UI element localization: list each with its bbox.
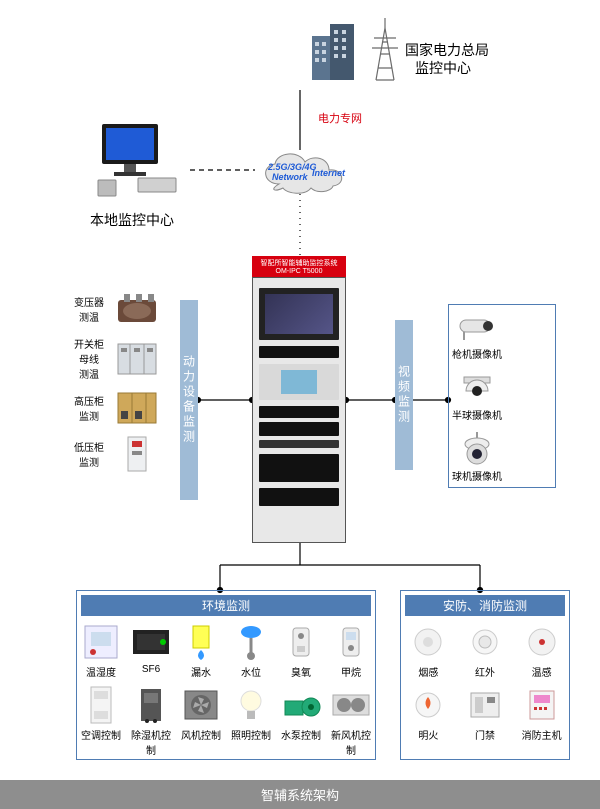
sec-item-pir: 红外	[465, 622, 505, 679]
footer-text: 智辅系统架构	[261, 785, 339, 804]
smoke-icon	[406, 622, 450, 662]
sec-item-label: 明火	[418, 727, 438, 742]
sec-item-label: 烟感	[418, 664, 438, 679]
cam-bullet: 枪机摄像机	[452, 310, 502, 361]
env-item-level: 水位	[231, 622, 271, 679]
fresh-icon	[329, 685, 373, 725]
env-item-label: 温湿度	[86, 664, 116, 679]
left-item-hv: 高压柜 监测	[70, 389, 160, 427]
cam-dome-half: 半球摄像机	[452, 371, 502, 422]
fan-icon	[179, 685, 223, 725]
bulb-icon	[229, 685, 273, 725]
sec-panel-title: 安防、消防监测	[405, 595, 565, 616]
env-item-label: 照明控制	[231, 727, 271, 742]
sec-item-heat: 温感	[522, 622, 562, 679]
thermo-icon	[79, 622, 123, 662]
env-item-fresh: 新风机控制	[331, 685, 371, 757]
right-strip: 视频监测	[395, 320, 413, 470]
right-items: 枪机摄像机 半球摄像机 球机摄像机	[452, 310, 502, 483]
env-item-label: 风机控制	[181, 727, 221, 742]
left-items: 变压器 测温 开关柜母线 测温 高压柜 监测 低压柜 监测	[70, 290, 160, 473]
sec-item-smoke: 烟感	[408, 622, 448, 679]
pir-icon	[463, 622, 507, 662]
level-icon	[229, 622, 273, 662]
ozone-icon	[279, 622, 323, 662]
env-item-label: 除湿机控制	[131, 727, 171, 757]
dehum-icon	[129, 685, 173, 725]
sec-item-door: 门禁	[465, 685, 505, 742]
heat-icon	[520, 622, 564, 662]
env-item-leak: 漏水	[181, 622, 221, 679]
env-item-label: 甲烷	[341, 664, 361, 679]
sec-item-flame: 明火	[408, 685, 448, 742]
flame-icon	[406, 685, 450, 725]
env-item-label: SF6	[142, 664, 160, 675]
env-item-ozone: 臭氧	[281, 622, 321, 679]
sec-panel: 安防、消防监测 烟感 红外 温感明火 门禁 消防主机	[400, 590, 570, 760]
firehost-icon	[520, 685, 564, 725]
env-item-pump: 水泵控制	[281, 685, 321, 757]
sf6-icon	[129, 622, 173, 662]
env-item-dehum: 除湿机控制	[131, 685, 171, 757]
env-item-bulb: 照明控制	[231, 685, 271, 757]
left-item-transformer: 变压器 测温	[70, 290, 160, 328]
sec-item-label: 门禁	[475, 727, 495, 742]
env-item-label: 水泵控制	[281, 727, 321, 742]
sec-item-label: 温感	[532, 664, 552, 679]
env-panel-title: 环境监测	[81, 595, 371, 616]
sec-item-firehost: 消防主机	[522, 685, 562, 742]
env-item-thermo: 温湿度	[81, 622, 121, 679]
env-item-sf6: SF6	[131, 622, 171, 679]
left-item-lv: 低压柜 监测	[70, 435, 160, 473]
env-item-label: 漏水	[191, 664, 211, 679]
sec-item-label: 红外	[475, 664, 495, 679]
env-item-ac: 空调控制	[81, 685, 121, 757]
ac-icon	[79, 685, 123, 725]
env-panel: 环境监测 温湿度 SF6 漏水 水位 臭氧 甲烷空调控制除湿机控制风机控制照明控制水泵控制…	[76, 590, 376, 760]
cam-dome-full: 球机摄像机	[452, 432, 502, 483]
leak-icon	[179, 622, 223, 662]
env-item-label: 空调控制	[81, 727, 121, 742]
rack-title: 智配所智能辅助监控系统 OM-IPC T5000	[252, 256, 346, 277]
door-icon	[463, 685, 507, 725]
env-item-label: 臭氧	[291, 664, 311, 679]
left-item-switchgear: 开关柜母线 测温	[70, 336, 160, 381]
pump-icon	[279, 685, 323, 725]
ch4-icon	[329, 622, 373, 662]
diagram-canvas: 国家电力总局 监控中心 电力专网 本地监控中心 2.5G/3G/4G Netwo…	[0, 0, 600, 780]
left-strip: 动力设备监测	[180, 300, 198, 500]
env-item-ch4: 甲烷	[331, 622, 371, 679]
env-item-label: 新风机控制	[331, 727, 371, 757]
footer-bar: 智辅系统架构	[0, 780, 600, 809]
server-rack: 智配所智能辅助监控系统 OM-IPC T5000	[252, 256, 346, 540]
env-item-fan: 风机控制	[181, 685, 221, 757]
env-item-label: 水位	[241, 664, 261, 679]
sec-item-label: 消防主机	[522, 727, 562, 742]
